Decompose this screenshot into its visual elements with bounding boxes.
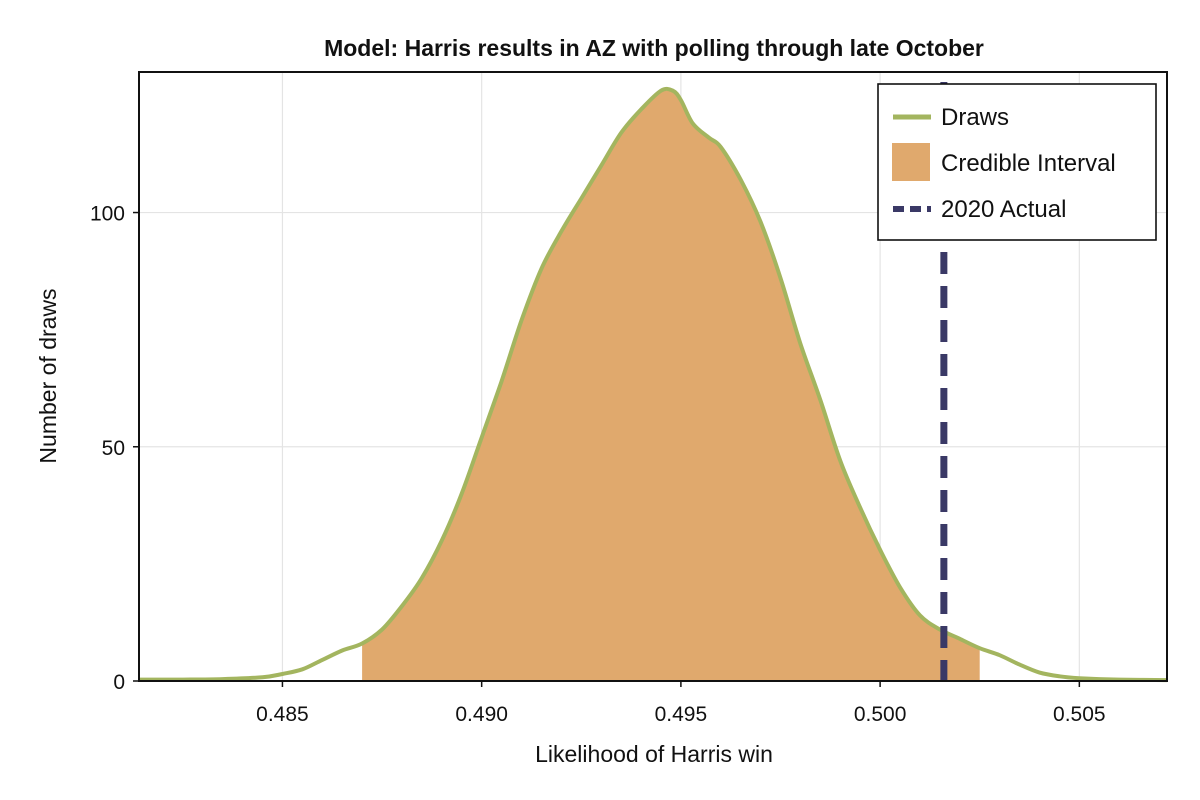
x-tick-label: 0.505 (1053, 703, 1106, 726)
y-tick-label: 0 (113, 671, 125, 694)
draws-density-line (138, 86, 1168, 683)
x-tick-label: 0.500 (854, 703, 907, 726)
x-axis-ticks: 0.485 0.490 0.495 0.500 0.505 (256, 681, 1106, 726)
x-axis-label: Likelihood of Harris win (535, 741, 773, 767)
legend-2020-actual-label: 2020 Actual (941, 196, 1066, 223)
chart-title: Model: Harris results in AZ with polling… (324, 35, 984, 61)
plot-frame (138, 71, 1168, 682)
credible-interval-layer (362, 90, 980, 681)
legend-draws-label: Draws (941, 104, 1009, 131)
x-tick-label: 0.490 (455, 703, 508, 726)
legend: Draws Credible Interval 2020 Actual (877, 83, 1157, 241)
legend-credible-interval-swatch (892, 143, 930, 181)
x-tick-label: 0.495 (655, 703, 708, 726)
y-tick-label: 50 (102, 437, 125, 460)
draws-line-layer (138, 86, 1168, 683)
y-axis-ticks: 0 50 100 (90, 203, 139, 694)
y-axis-label: Number of draws (35, 288, 61, 463)
credible-interval-area (362, 90, 980, 681)
x-tick-label: 0.485 (256, 703, 309, 726)
legend-credible-interval-label: Credible Interval (941, 150, 1116, 177)
y-tick-label: 100 (90, 203, 125, 226)
